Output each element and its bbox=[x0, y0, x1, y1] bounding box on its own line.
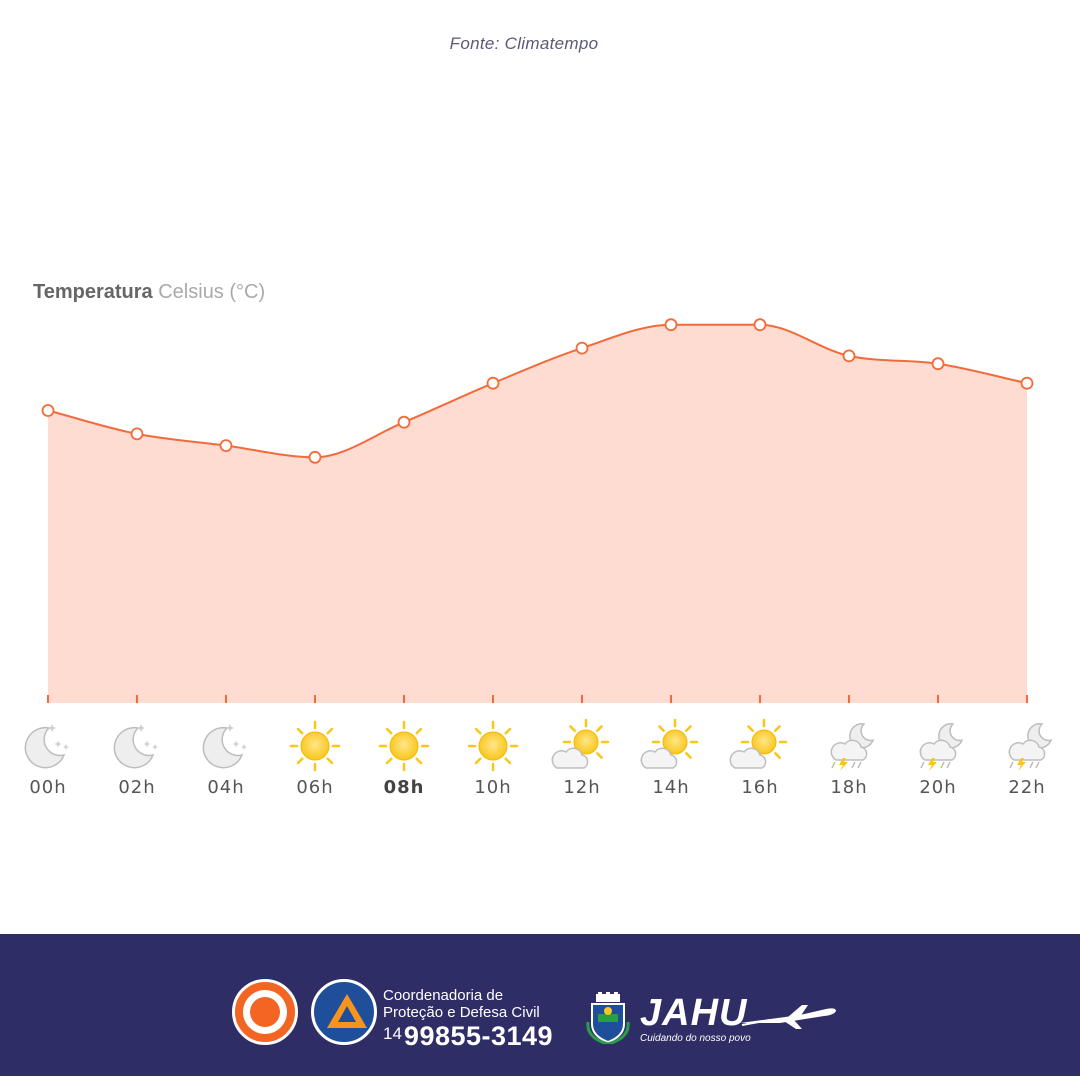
protecao-defesa-civil-seal bbox=[232, 979, 298, 1045]
x-label-12h: 12h bbox=[563, 777, 600, 798]
area-layer bbox=[47, 323, 1028, 703]
weather-icon-10h-sunny bbox=[467, 720, 519, 772]
icon-layer bbox=[24, 718, 1053, 772]
data-point-02h bbox=[130, 427, 144, 441]
weather-icon-14h-partly-cloudy bbox=[640, 718, 699, 769]
data-point-10h bbox=[486, 376, 500, 390]
chart-title-main: Temperatura bbox=[33, 281, 153, 303]
coordenadoria-line-2: Proteção e Defesa Civil bbox=[383, 1004, 540, 1021]
data-point-06h bbox=[308, 450, 322, 464]
x-label-00h: 00h bbox=[29, 777, 66, 798]
temperature-area bbox=[48, 324, 1027, 703]
city-slogan: Cuidando do nosso povo bbox=[640, 1033, 751, 1044]
data-point-14h bbox=[664, 318, 678, 332]
city-crest-icon bbox=[586, 992, 630, 1044]
x-label-10h: 10h bbox=[474, 777, 511, 798]
plane-icon bbox=[740, 1005, 836, 1029]
weather-icon-20h-night-storm bbox=[919, 723, 964, 771]
coordenadoria-line-1: Coordenadoria de bbox=[383, 987, 504, 1004]
city-name: JAHU bbox=[640, 992, 748, 1034]
weather-icon-08h-sunny bbox=[378, 720, 430, 772]
x-label-20h: 20h bbox=[919, 777, 956, 798]
x-label-16h: 16h bbox=[741, 777, 778, 798]
temperature-chart: 00h 02h 04h 06h 08h 10h 12h 14h 16h 18h 20h 22h bbox=[24, 318, 1053, 798]
phone-number: 1499855-3149 bbox=[383, 1021, 553, 1052]
phone-digits: 99855-3149 bbox=[403, 1021, 554, 1051]
data-point-12h bbox=[575, 341, 589, 355]
chart-title-unit: Celsius (°C) bbox=[158, 281, 266, 303]
x-label-04h: 04h bbox=[207, 777, 244, 798]
weather-icon-16h-partly-cloudy bbox=[729, 718, 788, 769]
point-layer bbox=[41, 318, 1034, 464]
x-label-14h: 14h bbox=[652, 777, 689, 798]
x-label-22h: 22h bbox=[1008, 777, 1045, 798]
weather-icon-22h-night-storm bbox=[1008, 723, 1053, 771]
source-label: Fonte: Climatempo bbox=[449, 34, 599, 53]
data-point-08h bbox=[397, 415, 411, 429]
weather-icon-12h-partly-cloudy bbox=[551, 718, 610, 769]
label-layer: 00h 02h 04h 06h 08h 10h 12h 14h 16h 18h 20h 22h bbox=[29, 777, 1045, 798]
footer-banner: Coordenadoria de Proteção e Defesa Civil… bbox=[0, 934, 1080, 1076]
temperature-line bbox=[47, 323, 1028, 459]
coordenadoria-seal bbox=[311, 979, 377, 1045]
weather-icon-04h-clear-night bbox=[202, 724, 249, 769]
phone-area-code: 14 bbox=[383, 1024, 402, 1043]
x-label-06h: 06h bbox=[296, 777, 333, 798]
data-point-00h bbox=[41, 404, 55, 417]
weather-icon-06h-sunny bbox=[289, 720, 341, 772]
weather-icon-00h-clear-night bbox=[24, 724, 71, 769]
footer-bottom-strip bbox=[0, 1076, 1080, 1080]
x-label-02h: 02h bbox=[118, 777, 155, 798]
weather-icon-02h-clear-night bbox=[113, 724, 160, 769]
x-label-08h: 08h bbox=[384, 777, 425, 798]
data-point-16h bbox=[753, 318, 767, 332]
data-point-22h bbox=[1020, 376, 1034, 390]
weather-icon-18h-night-storm bbox=[830, 723, 875, 771]
tick-layer bbox=[47, 695, 1028, 703]
data-point-18h bbox=[842, 349, 856, 363]
chart-title: Temperatura Celsius (°C) bbox=[33, 281, 265, 304]
data-point-20h bbox=[931, 357, 945, 371]
data-point-04h bbox=[219, 439, 233, 453]
x-label-18h: 18h bbox=[830, 777, 867, 798]
coordenadoria-label: Coordenadoria de Proteção e Defesa Civil bbox=[383, 987, 540, 1021]
